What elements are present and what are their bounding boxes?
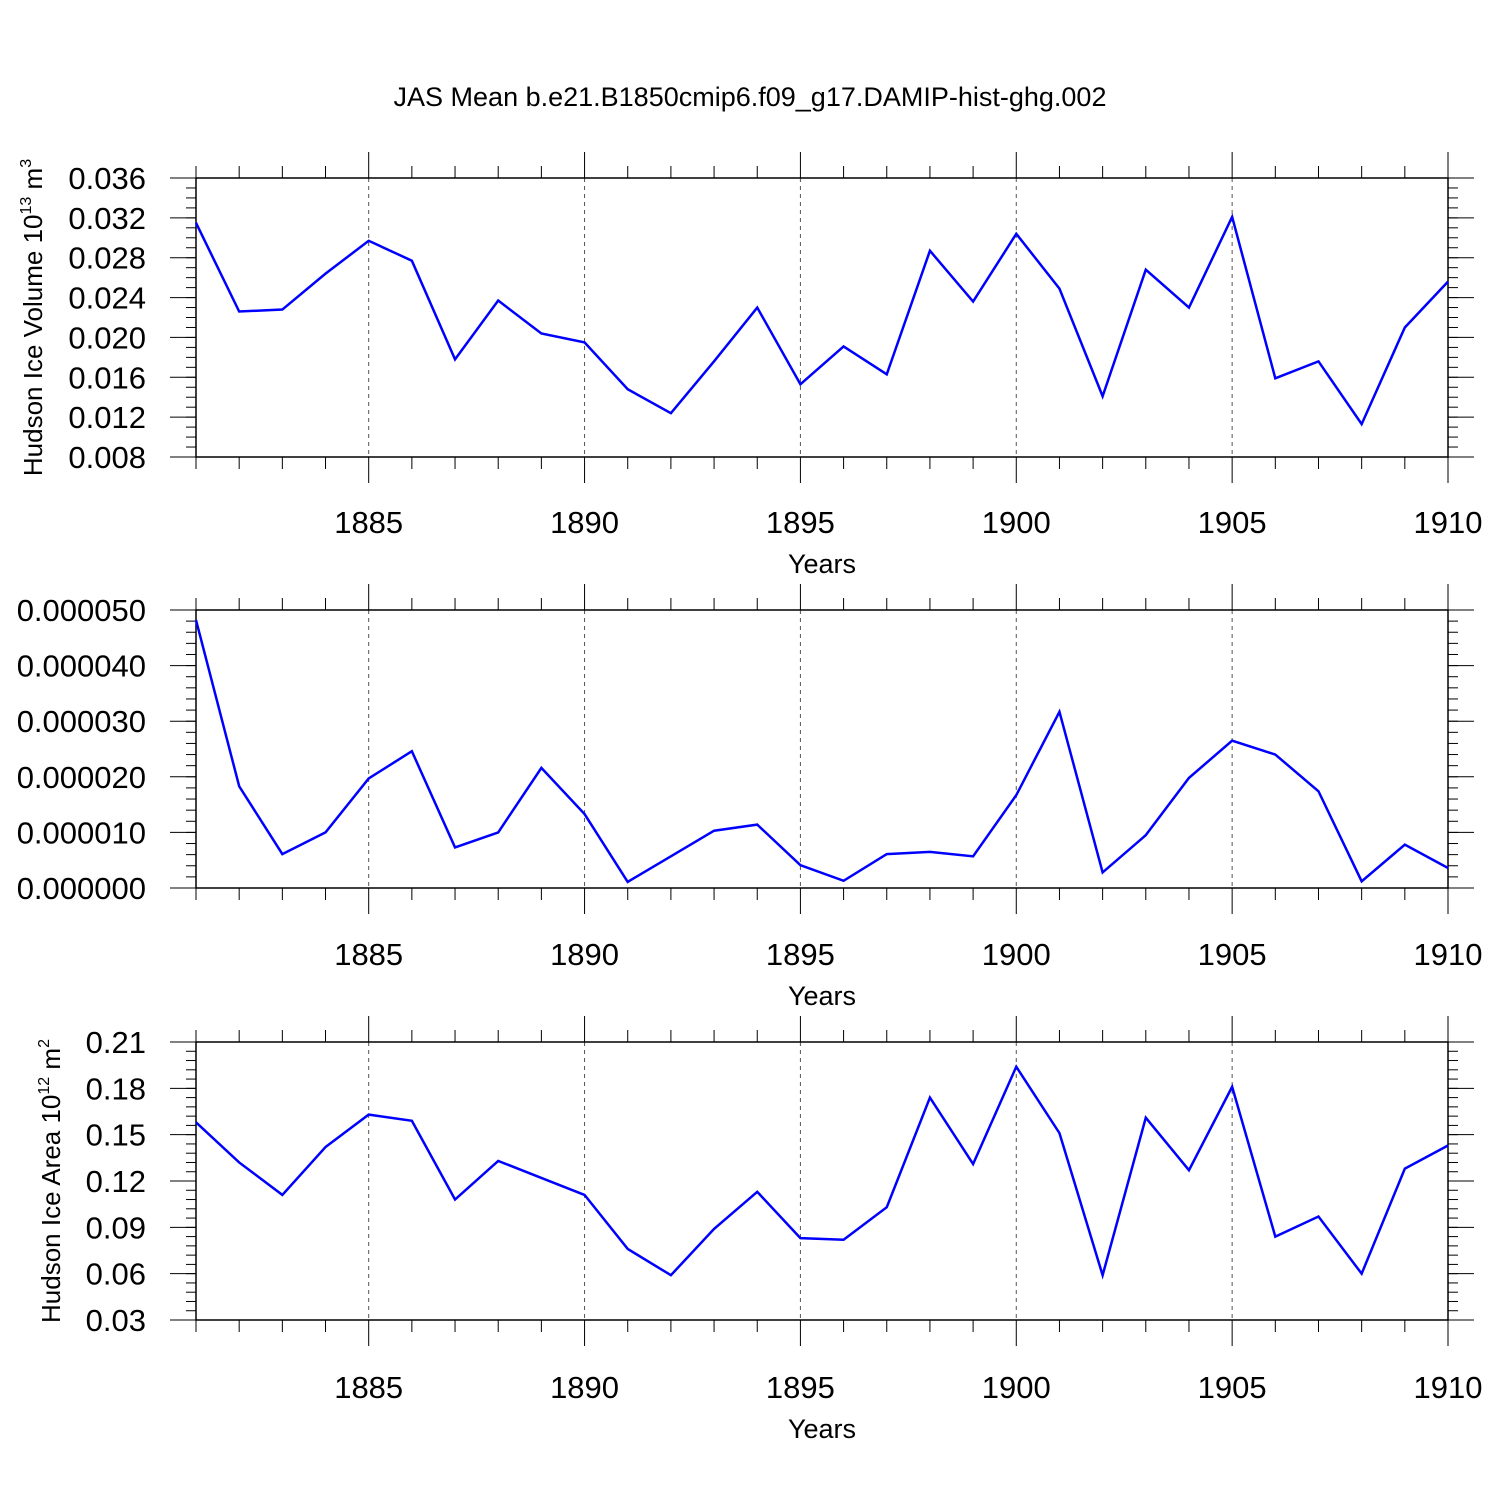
x-tick-label: 1895 xyxy=(766,937,835,972)
y-tick-label: 0.000030 xyxy=(17,704,146,739)
x-tick-label: 1905 xyxy=(1198,937,1267,972)
x-tick-label: 1900 xyxy=(982,1370,1051,1405)
x-tick-label: 1885 xyxy=(334,937,403,972)
y-axis-title-text: Hudson Ice Area 10 xyxy=(36,1095,66,1323)
y-axis-title-exponent: 13 xyxy=(18,197,35,215)
y-tick-label: 0.06 xyxy=(86,1257,146,1292)
y-tick-label: 0.032 xyxy=(68,201,146,236)
figure-title: JAS Mean b.e21.B1850cmip6.f09_g17.DAMIP-… xyxy=(394,82,1107,112)
y-axis-title-text: Hudson Ice Volume 10 xyxy=(18,214,48,476)
y-tick-label: 0.15 xyxy=(86,1118,146,1153)
x-tick-label: 1910 xyxy=(1414,1370,1483,1405)
panel-ice-area: 0.03 0.06 0.09 0.12 0.15 0.18 0.21 1885 1890 1895… xyxy=(36,1016,1482,1444)
x-tick-label: 1885 xyxy=(334,505,403,540)
y-axis-title-unit-exponent: 3 xyxy=(18,159,35,168)
y-tick-label: 0.036 xyxy=(68,161,146,196)
plot-frame xyxy=(195,609,1449,889)
y-tick-label: 0.03 xyxy=(86,1303,146,1338)
y-tick-label: 0.000010 xyxy=(17,815,146,850)
y-tick-label: 0.016 xyxy=(68,360,146,395)
x-tick-label: 1910 xyxy=(1414,937,1483,972)
x-tick-label: 1900 xyxy=(982,505,1051,540)
y-tick-label: 0.012 xyxy=(68,400,146,435)
x-tick-label: 1905 xyxy=(1198,505,1267,540)
y-tick-label: 0.000040 xyxy=(17,649,146,684)
x-tick-label: 1910 xyxy=(1414,505,1483,540)
y-axis-title-unit-exponent: 2 xyxy=(36,1039,53,1048)
y-tick-label: 0.09 xyxy=(86,1210,146,1245)
y-tick-label: 0.000000 xyxy=(17,871,146,906)
x-tick-label: 1900 xyxy=(982,937,1051,972)
x-tick-label: 1890 xyxy=(550,937,619,972)
y-tick-label: 0.020 xyxy=(68,320,146,355)
y-axis-title-unit: m xyxy=(36,1048,66,1077)
x-tick-label: 1905 xyxy=(1198,1370,1267,1405)
x-tick-label: 1895 xyxy=(766,505,835,540)
panel-middle-series: 0.000000 0.000010 0.000020 0.000030 0.000040… xyxy=(17,584,1483,1011)
x-tick-label: 1885 xyxy=(334,1370,403,1405)
panel-ice-volume: 0.008 0.012 0.016 0.020 0.024 0.028 0.032 0.036… xyxy=(18,152,1482,579)
y-tick-label: 0.000050 xyxy=(17,593,146,628)
x-tick-label: 1890 xyxy=(550,505,619,540)
series-line xyxy=(194,619,1449,884)
y-axis-title-exponent: 12 xyxy=(36,1077,53,1095)
series-line xyxy=(195,1064,1449,1280)
y-axis-title: Hudson Ice Area 1012 m2 xyxy=(36,1039,66,1323)
x-axis-title: Years xyxy=(788,981,856,1011)
y-tick-label: 0.18 xyxy=(86,1071,146,1106)
x-axis-title: Years xyxy=(788,549,856,579)
x-tick-label: 1895 xyxy=(766,1370,835,1405)
y-tick-label: 0.21 xyxy=(86,1025,146,1060)
y-tick-label: 0.028 xyxy=(68,241,146,276)
y-tick-label: 0.000020 xyxy=(17,760,146,795)
x-tick-label: 1890 xyxy=(550,1370,619,1405)
y-tick-label: 0.008 xyxy=(68,440,146,475)
y-axis-title-unit: m xyxy=(18,168,48,197)
y-tick-label: 0.12 xyxy=(86,1164,146,1199)
y-tick-label: 0.024 xyxy=(68,281,146,316)
series-line xyxy=(194,213,1449,427)
x-axis-title: Years xyxy=(788,1414,856,1444)
y-axis-title: Hudson Ice Volume 1013 m3 xyxy=(18,159,48,476)
